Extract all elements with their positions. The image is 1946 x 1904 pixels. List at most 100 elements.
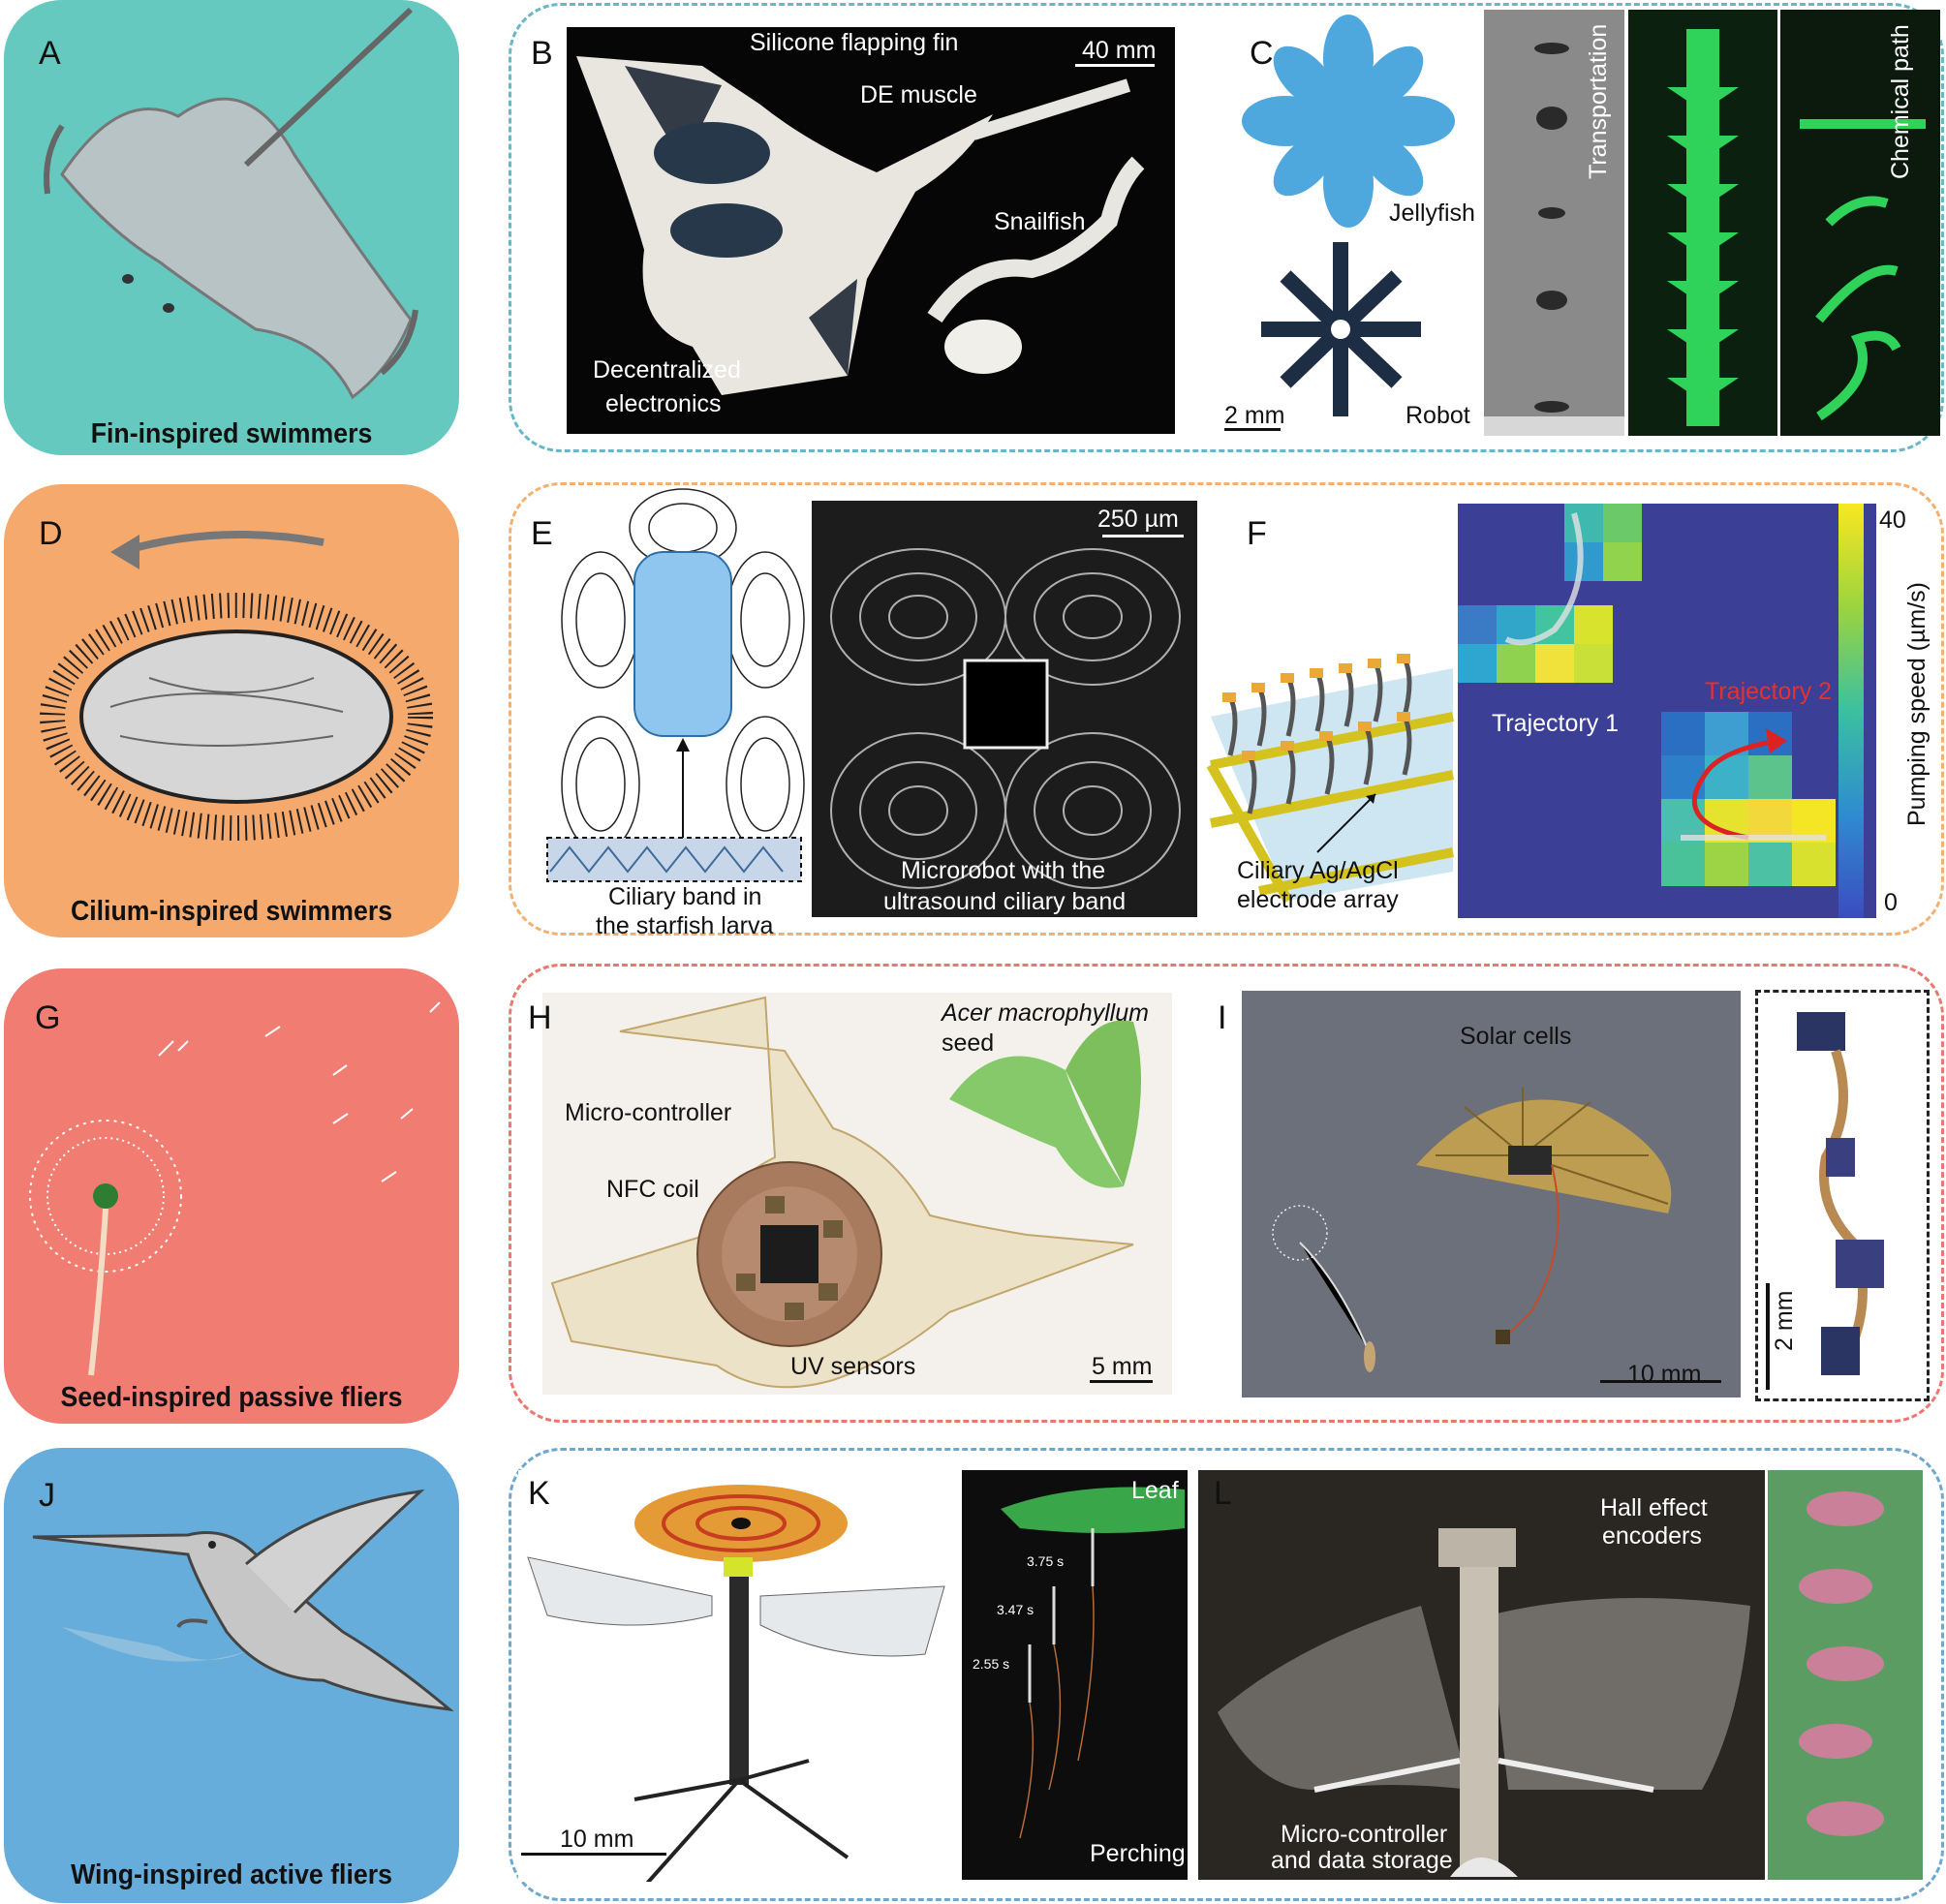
- row4-border: [509, 1448, 1944, 1901]
- label-robot: Robot: [1405, 402, 1470, 429]
- label-b: B: [531, 35, 553, 72]
- label-uv-sensors: UV sensors: [790, 1353, 916, 1380]
- label-hall-1: Hall effect: [1600, 1494, 1708, 1521]
- seed-robot-drawing: [550, 996, 1141, 1389]
- label-ciliary-band-2: the starfish larva: [596, 912, 774, 939]
- label-perching: Perching: [1090, 1840, 1186, 1867]
- label-time-2: 3.47 s: [997, 1602, 1035, 1617]
- label-solar-cells: Solar cells: [1460, 1023, 1572, 1050]
- label-e: E: [531, 515, 553, 552]
- row3-border: [509, 964, 1944, 1423]
- label-a: A: [39, 35, 61, 72]
- label-f: F: [1247, 515, 1267, 552]
- card-cilium-inspired: Cilium-inspired swimmers: [4, 484, 459, 937]
- label-scale-h: 5 mm: [1092, 1353, 1153, 1380]
- label-jellyfish: Jellyfish: [1389, 200, 1475, 227]
- photo-flapping-robot: [518, 1470, 959, 1882]
- card-seed-inspired: Seed-inspired passive fliers: [4, 968, 459, 1424]
- label-k: K: [528, 1475, 550, 1512]
- label-scale-k: 10 mm: [560, 1826, 634, 1853]
- label-nfc-coil: NFC coil: [606, 1176, 699, 1203]
- label-electronics-1: Decentralized: [593, 356, 741, 384]
- bat-robot-drawing: [1218, 1528, 1750, 1877]
- label-mcu-storage-2: and data storage: [1271, 1847, 1453, 1874]
- label-time-1: 3.75 s: [1027, 1553, 1065, 1569]
- label-mcu-storage-1: Micro-controller: [1281, 1821, 1448, 1848]
- label-hall-2: encoders: [1602, 1522, 1702, 1550]
- photo-bat-robot: [1198, 1470, 1765, 1880]
- photo-seed-robot: [542, 993, 1172, 1395]
- colorbar: [1838, 504, 1864, 918]
- jellyfish-shapes: [1242, 15, 1455, 416]
- photo-chemical-path: [1780, 10, 1940, 436]
- photo-transportation: [1484, 10, 1624, 436]
- label-cbar-title: Pumping speed (µm/s): [1903, 581, 1931, 826]
- label-snailfish: Snailfish: [994, 208, 1086, 235]
- scale-bar-h: [1090, 1380, 1153, 1383]
- label-j: J: [39, 1477, 55, 1514]
- label-microrobot-2: ultrasound ciliary band: [883, 888, 1127, 915]
- caption-fin: Fin-inspired swimmers: [90, 418, 373, 449]
- caption-seed: Seed-inspired passive fliers: [60, 1382, 403, 1413]
- streamline-pattern: [830, 548, 1181, 889]
- card-fin-inspired: Fin-inspired swimmers: [4, 0, 459, 455]
- caption-cilium: Cilium-inspired swimmers: [70, 896, 393, 927]
- label-h: H: [528, 999, 552, 1036]
- label-seed-1: Acer macrophyllum: [942, 999, 1149, 1027]
- label-transportation: Transportation: [1585, 23, 1612, 179]
- dandelion-illustration: [29, 1001, 441, 1376]
- label-electrode-1: Ciliary Ag/AgCl: [1237, 857, 1399, 884]
- label-microrobot-1: Microrobot with the: [901, 857, 1106, 884]
- transport-frames: [1484, 43, 1624, 436]
- photo-folded-circuit: [1755, 990, 1930, 1401]
- scale-bar-i: [1600, 1380, 1721, 1383]
- perching-drawing: [1001, 1487, 1185, 1839]
- hummingbird-illustration: [32, 1489, 454, 1712]
- photo-microrobot-streamlines: [812, 501, 1197, 917]
- label-scale-c: 2 mm: [1224, 402, 1285, 429]
- label-scale-i-inset: 2 mm: [1771, 1290, 1798, 1352]
- solar-flier-drawing: [1272, 1088, 1672, 1372]
- label-microcontroller: Micro-controller: [565, 1099, 732, 1126]
- label-d: D: [39, 515, 63, 552]
- scale-bar-b: [1075, 64, 1155, 67]
- label-time-3: 2.55 s: [973, 1656, 1010, 1672]
- label-ciliary-band-1: Ciliary band in: [608, 883, 762, 910]
- label-electrode-2: electrode array: [1237, 886, 1399, 913]
- card-wing-inspired: Wing-inspired active fliers: [4, 1448, 459, 1903]
- manta-robot-drawing: [576, 56, 1145, 395]
- chemical-path-frames: [1800, 119, 1926, 421]
- photo-jellyfish-robot: [1213, 10, 1484, 436]
- photo-green-path: [1628, 10, 1777, 436]
- label-cbar-max: 40: [1879, 507, 1906, 534]
- caption-wing: Wing-inspired active fliers: [71, 1859, 392, 1890]
- label-electronics-2: electronics: [605, 390, 722, 417]
- stingray-illustration: [44, 7, 418, 400]
- heatmap-cells: [1458, 504, 1836, 886]
- label-cbar-min: 0: [1884, 889, 1898, 916]
- photo-solar-flier: [1242, 991, 1741, 1397]
- photo-manta-robot: [567, 27, 1175, 434]
- row2-border: [509, 482, 1944, 936]
- label-g: G: [35, 999, 61, 1036]
- folded-circuit-drawing: [1766, 1012, 1884, 1390]
- label-c: C: [1250, 35, 1274, 72]
- label-scale-b: 40 mm: [1082, 37, 1157, 64]
- label-scale-i: 10 mm: [1627, 1361, 1702, 1388]
- heatmap-pumping-speed: [1458, 504, 1876, 918]
- photo-perching: [962, 1470, 1188, 1880]
- cilia-cell-illustration: [40, 531, 433, 841]
- label-trajectory-1: Trajectory 1: [1492, 710, 1620, 737]
- scale-bar-c: [1224, 428, 1281, 431]
- label-scale-e: 250 µm: [1097, 506, 1179, 533]
- photo-bat-sequence: [1768, 1470, 1923, 1880]
- label-muscle: DE muscle: [860, 81, 977, 108]
- label-leaf: Leaf: [1131, 1477, 1179, 1504]
- label-chemical-path: Chemical path: [1887, 24, 1914, 179]
- scale-bar-k: [521, 1853, 666, 1856]
- green-spine: [1667, 29, 1739, 426]
- label-seed-2: seed: [942, 1029, 995, 1057]
- label-l: L: [1214, 1475, 1232, 1512]
- row1-border: [509, 3, 1944, 452]
- label-i: I: [1218, 999, 1227, 1036]
